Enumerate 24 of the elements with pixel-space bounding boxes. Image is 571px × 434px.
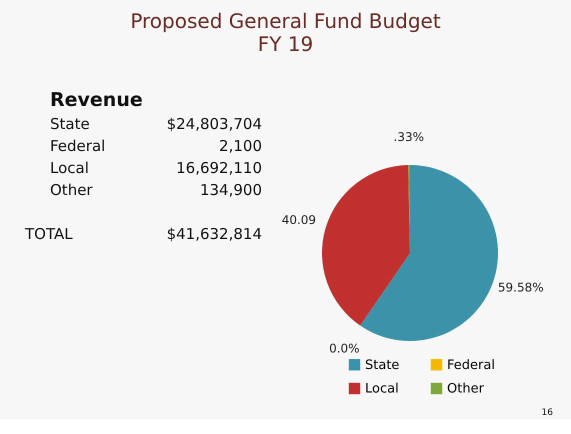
text: State <box>50 115 90 133</box>
text: Other <box>50 181 94 199</box>
legend-label: Local <box>365 382 399 396</box>
text: 16 <box>542 408 554 418</box>
data-label: 59.58% <box>498 280 544 294</box>
data-label: 40.09 <box>282 212 316 227</box>
pie-slice <box>360 165 498 341</box>
legend-label: Other <box>447 382 485 396</box>
legend-label: Federal <box>447 358 495 373</box>
data-label: .33% <box>394 130 424 144</box>
text: 16,692,110 <box>176 159 262 177</box>
chart-subtitle: FY 19 <box>258 32 314 56</box>
pie-slice <box>322 165 410 326</box>
text: Revenue <box>50 89 143 111</box>
text: $41,632,814 <box>166 225 262 243</box>
chart-title: Proposed General Fund Budget <box>130 9 441 33</box>
text: 2,100 <box>219 137 262 155</box>
text: $24,803,704 <box>166 115 262 133</box>
text: Federal <box>50 137 106 155</box>
legend-label: State <box>365 358 400 373</box>
text: TOTAL <box>24 225 74 243</box>
text: Local <box>50 159 89 177</box>
text: 0.0% <box>329 342 360 356</box>
text: 134,900 <box>200 181 262 199</box>
